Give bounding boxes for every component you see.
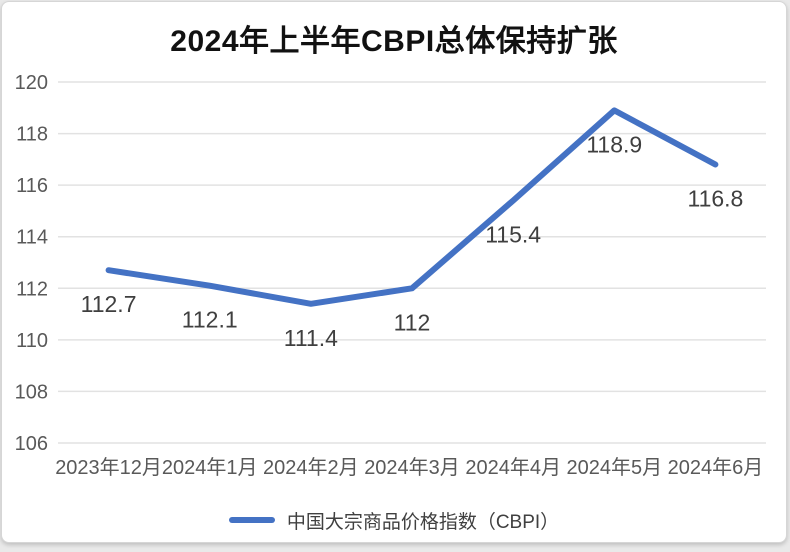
legend-series-label: 中国大宗商品价格指数（CBPI） (286, 511, 560, 533)
y-axis-tick-label: 106 (15, 433, 48, 455)
data-series-line (105, 107, 719, 307)
y-axis-tick-label: 112 (16, 278, 48, 300)
x-axis-tick-label: 2024年6月 (668, 456, 764, 479)
y-axis-tick-label: 114 (16, 227, 48, 249)
chart-title: 2024年上半年CBPI总体保持扩张 (170, 25, 618, 58)
data-point-label: 111.4 (284, 325, 338, 351)
data-point-label: 115.4 (485, 222, 541, 248)
y-axis-tick-label: 120 (15, 72, 48, 94)
data-point-label: 112.1 (182, 307, 238, 333)
data-point-label: 112 (394, 309, 431, 335)
data-point-label: 118.9 (586, 131, 642, 157)
x-axis-tick-label: 2024年1月 (162, 456, 258, 479)
chart-card: 2024年上半年CBPI总体保持扩张 106 108 110 112 114 116 118… (1, 1, 787, 543)
x-axis-tick-label: 2024年3月 (364, 456, 460, 479)
y-axis-tick-label: 108 (15, 381, 48, 403)
data-point-label: 112.7 (81, 291, 137, 317)
legend: 中国大宗商品价格指数（CBPI） (2, 506, 786, 534)
legend-line-swatch (228, 517, 275, 523)
x-axis-tick-label: 2024年4月 (465, 456, 561, 479)
x-axis-tick-label: 2024年5月 (566, 456, 662, 479)
y-axis-tick-label: 110 (16, 330, 48, 352)
y-axis-tick-label: 118 (16, 124, 48, 146)
x-axis-tick-label: 2023年12月 (55, 456, 162, 479)
y-axis-tick-label: 116 (16, 175, 48, 197)
x-axis-tick-label: 2024年2月 (263, 456, 359, 479)
data-point-label: 116.8 (687, 186, 743, 212)
